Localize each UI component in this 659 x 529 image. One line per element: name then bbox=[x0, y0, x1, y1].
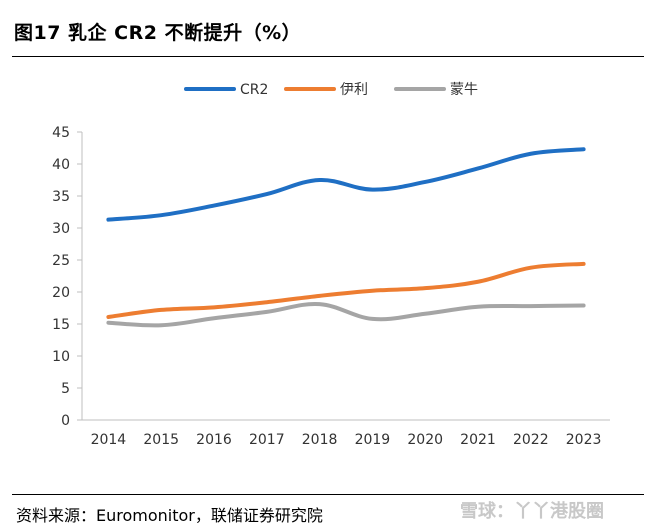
y-tick-label: 0 bbox=[61, 413, 70, 429]
y-tick-label: 10 bbox=[52, 349, 70, 365]
y-tick-label: 45 bbox=[52, 125, 70, 141]
x-tick-label: 2023 bbox=[566, 432, 602, 448]
y-tick-label: 15 bbox=[52, 317, 70, 333]
y-tick-label: 5 bbox=[61, 381, 70, 397]
x-tick-label: 2022 bbox=[513, 432, 549, 448]
y-tick-label: 25 bbox=[52, 253, 70, 269]
y-tick-label: 35 bbox=[52, 189, 70, 205]
source-note: 资料来源：Euromonitor，联储证券研究院 bbox=[16, 506, 323, 525]
x-tick-label: 2017 bbox=[249, 432, 285, 448]
y-tick-label: 20 bbox=[52, 285, 70, 301]
legend: CR2 伊利 蒙牛 bbox=[184, 82, 478, 98]
x-tick-label: 2021 bbox=[460, 432, 496, 448]
title-rule bbox=[12, 56, 644, 57]
legend-label: CR2 bbox=[240, 82, 268, 98]
legend-label: 伊利 bbox=[340, 82, 368, 98]
axes: 0 5 10 15 20 25 30 35 40 45 2014 2015 2016 2017 2018 20… bbox=[52, 125, 610, 448]
series-lines bbox=[106, 147, 586, 328]
series-line-伊利 bbox=[106, 261, 586, 319]
legend-label: 蒙牛 bbox=[450, 82, 478, 98]
x-tick-label: 2018 bbox=[302, 432, 338, 448]
series-line-蒙牛 bbox=[106, 302, 586, 328]
y-tick-label: 30 bbox=[52, 221, 70, 237]
source-rule bbox=[12, 494, 644, 495]
x-tick-label: 2019 bbox=[355, 432, 391, 448]
chart-title: 图17 乳企 CR2 不断提升（%） bbox=[14, 22, 302, 44]
x-tick-label: 2015 bbox=[143, 432, 179, 448]
y-tick-label: 40 bbox=[52, 157, 70, 173]
series-line-CR2 bbox=[106, 147, 586, 222]
x-tick-label: 2020 bbox=[407, 432, 443, 448]
watermark: 雪球：丫丫港股圈 bbox=[460, 501, 604, 522]
x-tick-label: 2016 bbox=[196, 432, 232, 448]
x-tick-label: 2014 bbox=[91, 432, 127, 448]
